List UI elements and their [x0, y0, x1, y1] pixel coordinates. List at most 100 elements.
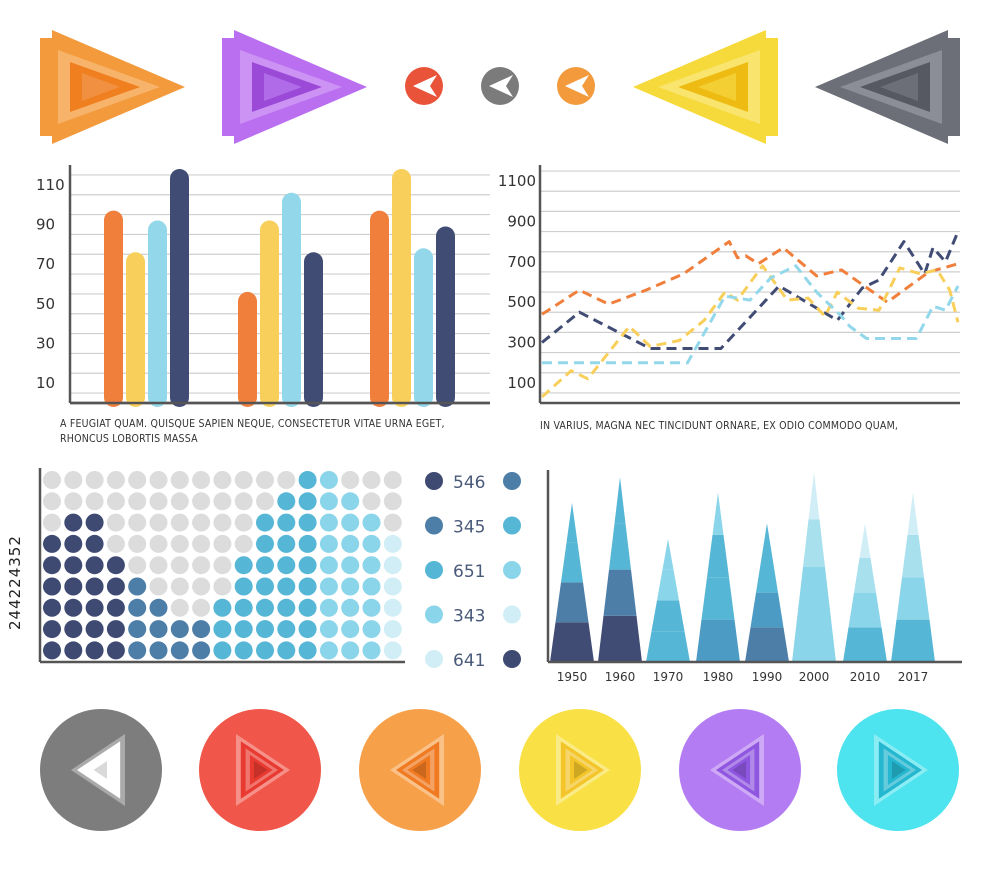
yellow-circle-arrow-right-icon[interactable]	[519, 709, 641, 831]
yellow-arrow-left-icon[interactable]	[633, 30, 778, 144]
matrix-dot	[341, 513, 360, 532]
matrix-dot	[256, 492, 274, 511]
tri-x-tick-label: 1950	[557, 670, 588, 684]
matrix-dot	[256, 598, 274, 617]
purple-arrow-right-icon[interactable]	[222, 30, 367, 144]
matrix-dot	[319, 577, 338, 596]
bar	[436, 226, 455, 407]
matrix-dot	[213, 620, 232, 639]
legend-value: 345	[453, 518, 485, 538]
matrix-dot	[383, 641, 402, 660]
matrix-dot	[170, 492, 189, 511]
matrix-dot	[170, 556, 189, 575]
triangle-band	[745, 627, 789, 662]
triangle-band	[848, 592, 882, 628]
matrix-dot	[277, 577, 296, 596]
matrix-dot	[277, 513, 296, 532]
icon-triangle	[574, 761, 588, 779]
matrix-dot	[170, 577, 189, 596]
triangle-band	[761, 523, 773, 559]
matrix-dot	[234, 577, 253, 596]
matrix-dot	[106, 577, 125, 596]
matrix-dot	[277, 641, 296, 660]
orange-chevron-left-icon[interactable]	[557, 67, 595, 105]
gray-circle-arrow-left-icon[interactable]	[40, 709, 162, 831]
icon-triangle	[727, 754, 751, 786]
matrix-dot	[170, 471, 189, 489]
icon-triangle	[412, 761, 426, 779]
purple-circle-arrow-left-icon[interactable]	[679, 709, 801, 831]
bar-y-tick-label: 70	[36, 255, 55, 273]
legend-dot-left	[425, 650, 443, 668]
triangle-band	[701, 577, 735, 620]
gray-arrow-left-icon[interactable]	[815, 30, 960, 144]
matrix-dot	[213, 641, 232, 660]
triangle-band	[902, 534, 924, 578]
matrix-dot	[362, 534, 381, 553]
icon-triangle	[569, 754, 593, 786]
matrix-dot	[341, 641, 360, 660]
icon-triangle	[732, 761, 746, 779]
triangle-band	[756, 558, 778, 593]
line-y-tick-label: 100	[507, 374, 536, 392]
matrix-dot	[362, 620, 381, 639]
matrix-dot	[341, 598, 360, 617]
line-chart: 100 300 500 700 900 1100	[498, 165, 960, 405]
legend-dot-right	[503, 516, 521, 535]
gray-chevron-left-icon[interactable]	[481, 67, 519, 105]
triangle-area-chart: 1950 1960 1970 1980 1990 2000 2010 2017	[546, 470, 962, 684]
orange-circle-arrow-left-icon[interactable]	[359, 709, 481, 831]
matrix-dot	[43, 577, 61, 596]
matrix-dot	[149, 534, 168, 553]
line-y-tick-label: 1100	[498, 172, 536, 190]
matrix-dot	[43, 598, 61, 617]
matrix-dot	[192, 534, 211, 553]
matrix-dot	[277, 492, 296, 511]
matrix-dot	[319, 534, 338, 553]
matrix-dot	[85, 641, 104, 660]
matrix-dot	[383, 471, 402, 489]
icon-triangle	[88, 754, 112, 786]
matrix-dot	[106, 492, 125, 511]
bar	[104, 210, 123, 407]
triangle-band	[859, 523, 871, 559]
matrix-dot	[298, 471, 317, 489]
matrix-dot	[383, 577, 402, 596]
matrix-dot	[213, 492, 232, 511]
matrix-dot	[128, 620, 147, 639]
triangle-band	[603, 569, 637, 616]
matrix-dot	[149, 556, 168, 575]
legend-dot-right	[503, 605, 521, 624]
matrix-dot	[64, 534, 83, 553]
matrix-dot	[192, 513, 211, 532]
matrix-dot	[170, 620, 189, 639]
triangle-band	[896, 577, 930, 620]
triangle-band	[657, 569, 679, 601]
bar	[170, 168, 189, 407]
matrix-dot	[192, 556, 211, 575]
matrix-dot	[256, 577, 274, 596]
triangle-band	[651, 600, 685, 632]
legend-dot-left	[425, 605, 443, 624]
triangle-band	[707, 534, 729, 578]
red-circle-arrow-right-icon[interactable]	[199, 709, 321, 831]
red-chevron-left-icon[interactable]	[405, 67, 443, 105]
matrix-dot	[234, 620, 253, 639]
matrix-dot	[64, 620, 83, 639]
stock-image-id: 244224352	[6, 535, 24, 630]
matrix-dot	[128, 492, 147, 511]
orange-arrow-right-icon[interactable]	[40, 30, 185, 144]
matrix-dot	[319, 641, 338, 660]
cyan-circle-arrow-right-icon[interactable]	[837, 709, 959, 831]
icon-triangle	[407, 754, 431, 786]
matrix-dot	[213, 577, 232, 596]
matrix-dot	[234, 513, 253, 532]
matrix-dot	[362, 598, 381, 617]
triangle-band	[598, 615, 642, 662]
triangle-band	[555, 582, 589, 623]
matrix-dot	[85, 534, 104, 553]
bar	[370, 210, 389, 407]
matrix-dot	[170, 534, 189, 553]
matrix-dot	[213, 556, 232, 575]
matrix-dot	[170, 513, 189, 532]
